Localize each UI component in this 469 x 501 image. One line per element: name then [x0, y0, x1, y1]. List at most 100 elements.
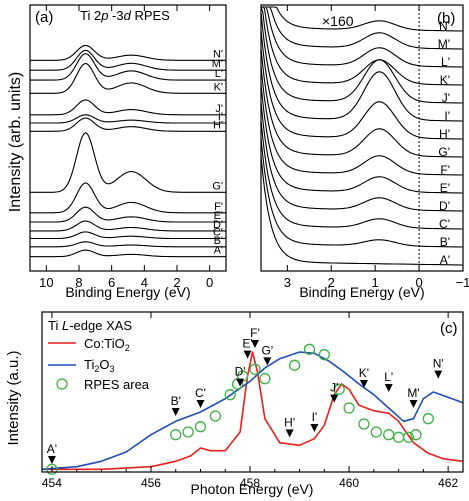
- panel-c-xlabel: Photon Energy (eV): [191, 481, 314, 497]
- panel-c-x-tick-label: 458: [240, 476, 260, 490]
- panel-a-title: Ti 2p -3d RPES: [80, 8, 170, 23]
- panel-c-energy-markers: A' B' C' D' E'F'G' H' I' J' K' L' M' N': [47, 326, 444, 464]
- panel-c-rpes-point: [402, 431, 415, 443]
- panel-b-spectrum-h: [260, 30, 463, 140]
- panel-c-rpes-point: [194, 421, 207, 433]
- panel-c-rpes-point: [303, 343, 316, 355]
- panel-c-rpes-point: [410, 429, 422, 441]
- panel-a-series-label-f: F': [214, 201, 223, 213]
- panel-a-series-labels: A'B'C'D'E'F' G' H'I'J' K'L'M'N': [212, 48, 223, 256]
- panel-b-series-label-b: B': [440, 235, 450, 249]
- panel-b-series-label-k: K': [440, 73, 450, 87]
- panel-b-spectrum-j: [260, 6, 463, 104]
- panel-b-spectrum-d: [260, 102, 463, 212]
- panel-c-marker-arrow-l: [384, 384, 393, 392]
- panel-b-label: (b): [437, 10, 455, 27]
- panel-c-marker-arrow-j: [330, 394, 339, 403]
- panel-a-x-tick-label: 10: [39, 275, 53, 290]
- panel-a-series-label-m: M': [212, 58, 223, 70]
- panel-a-series-label-j: J': [215, 103, 223, 115]
- panel-a-x-tick-label: 4: [141, 275, 148, 290]
- panel-a-series-label-i: I': [218, 111, 223, 123]
- panel-b-series-label-n: N': [439, 19, 450, 33]
- panel-b-series-group: [260, 6, 463, 266]
- panel-c-marker-arrow-b: [171, 408, 180, 416]
- panel-c-ylabel: Intensity (a.u.): [5, 350, 22, 445]
- panel-c-series-group: [41, 343, 464, 475]
- legend-label-ti2o3: Ti2O3: [84, 357, 115, 374]
- panel-b-x-ticks: 3 2 1 0 −1: [284, 5, 469, 290]
- panel-a-spectrum-l: [30, 53, 226, 81]
- panel-b-spectrum-e: [260, 84, 463, 194]
- panel-b-series-label-g: G': [438, 145, 450, 159]
- panel-c-rpes-point: [343, 402, 355, 414]
- panel-b-series-label-f: F': [440, 163, 450, 177]
- panel-a-series-label-l: L': [215, 68, 223, 80]
- panel-c-x-ticks: 454 456 458 460 462: [42, 312, 458, 490]
- panel-b-series-label-d: D': [439, 199, 450, 213]
- panel-c-marker-arrow-h: [285, 429, 294, 438]
- panel-c-x-tick-label: 460: [339, 476, 359, 490]
- panel-b-series-labels: A' B' C' D' E' F' G' H' I' J' K' L' M' N': [438, 19, 450, 267]
- legend-label-rpes-area: RPES area: [84, 377, 150, 392]
- panel-c-rpes-point: [370, 426, 382, 438]
- panel-a-series-label-n: N': [213, 48, 223, 60]
- panel-c-frame: [41, 311, 464, 473]
- panel-a-x-tick-label: 8: [75, 275, 82, 290]
- panel-b-scale-annotation: ×160: [322, 13, 354, 29]
- panel-c-marker-arrow-k: [359, 380, 368, 388]
- panel-b-x-tick-label: 0: [415, 275, 422, 290]
- panel-a-spectrum-c: [30, 231, 226, 240]
- panel-c-marker-label-g: G': [262, 343, 274, 357]
- panel-b-xlabel: Binding Energy (eV): [299, 284, 424, 300]
- panel-a-series-label-k: K': [214, 81, 223, 93]
- panel-a: Intensity (arb. units) A'B'C'D'E'F' G' H'I…: [7, 4, 227, 300]
- panel-a-series-group: [30, 44, 226, 258]
- panel-c-marker-label-c: C': [195, 386, 206, 400]
- panel-b-spectrum-a: [260, 156, 463, 266]
- panel-a-spectrum-h: [30, 117, 226, 132]
- panel-a-spectrum-j: [30, 99, 226, 116]
- panel-b-series-label-i: I': [444, 109, 450, 123]
- panel-c-title: Ti L-edge XAS: [48, 318, 132, 333]
- panel-c-marker-label-h: H': [284, 415, 295, 429]
- panel-c-marker-label-d: D': [235, 365, 246, 379]
- panel-b-spectrum-c: [260, 120, 463, 230]
- panel-c-x-tick-label: 462: [438, 476, 458, 490]
- panel-a-frame: [29, 4, 227, 272]
- panel-c-marker-label-e: E': [242, 337, 252, 351]
- panel-c-rpes-point: [209, 410, 222, 422]
- panel-a-series-label-d: D': [213, 219, 223, 231]
- panel-a-spectrum-d: [30, 220, 226, 232]
- panel-a-x-tick-label: 0: [206, 275, 213, 290]
- panel-a-series-label-c: C': [213, 227, 223, 239]
- panel-c-rpes-point: [288, 359, 301, 371]
- panel-c-rpes-point: [318, 349, 330, 361]
- panel-c-marker-label-a: A': [47, 442, 57, 456]
- panel-c-marker-label-j: J': [330, 381, 338, 395]
- panel-c-marker-arrow-i: [310, 424, 319, 432]
- panel-b-spectrum-i: [260, 12, 463, 122]
- panel-c-marker-label-b: B': [171, 394, 181, 408]
- panel-b-x-tick-label: 1: [372, 275, 379, 290]
- legend-marker-rpes-area: [56, 378, 68, 390]
- panel-b-spectrum-l: [261, 6, 463, 68]
- panel-a-spectrum-g: [30, 132, 226, 193]
- panel-c-marker-arrow-d: [236, 378, 245, 387]
- panel-a-series-label-g: G': [212, 180, 223, 192]
- panel-b-spectrum-f: [260, 66, 463, 176]
- panel-b: A'B'C'D'E'F'G'H'I'J'K'L'M'N' 3 2 1 0 −1 (b) …: [260, 4, 469, 300]
- panel-a-x-tick-label: 6: [108, 275, 115, 290]
- panel-a-x-tick-label: 2: [173, 275, 180, 290]
- panel-b-series-label-c: C': [439, 217, 450, 231]
- panel-c-marker-label-k: K': [359, 366, 369, 380]
- panel-c-marker-arrow-n: [434, 370, 443, 379]
- panel-c-marker-arrow-f: [250, 340, 259, 348]
- panel-a-spectrum-n: [30, 44, 226, 61]
- legend-label-co-tio2: Co:TiO2: [84, 336, 130, 353]
- panel-c-marker-label-l: L': [384, 370, 393, 384]
- panel-b-series-label-m: M': [438, 37, 450, 51]
- panel-b-spectrum-k: [261, 6, 463, 86]
- panel-a-spectrum-i: [30, 114, 226, 124]
